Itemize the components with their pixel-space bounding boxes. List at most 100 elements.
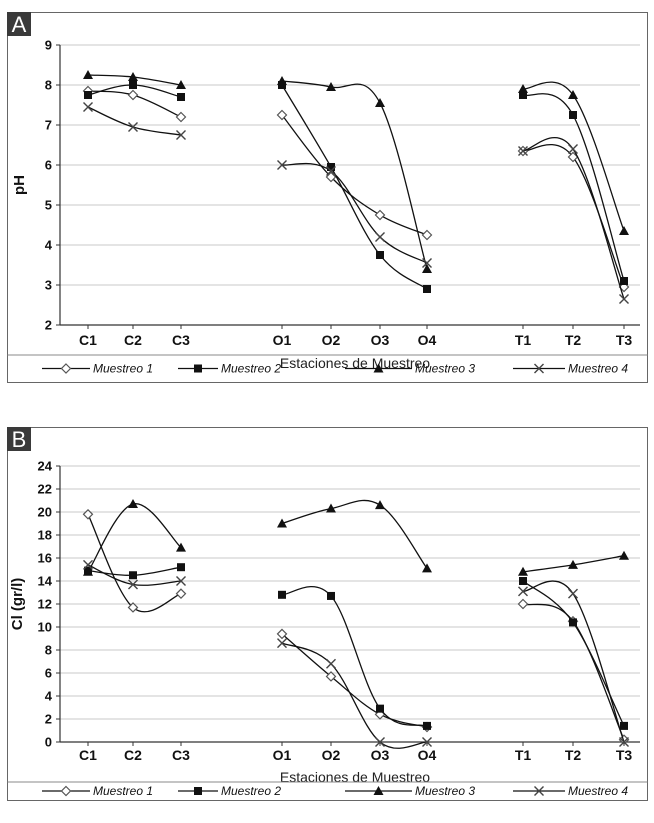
panel-b-data-point [422,563,432,573]
panel-b-data-point [619,550,629,560]
panel-b-data-point [127,602,139,613]
panel-a-data-point [619,226,629,235]
panel-b-badge-label: B [12,427,27,452]
panel-a-series-line [522,136,625,300]
panel-a-xtick-label: O1 [273,332,292,348]
panel-a-legend-item-2: Muestreo 2 [178,362,281,376]
panel-b-legend-marker [373,786,384,795]
panel-b-xtick-label: C1 [79,747,97,763]
panel-a-legend-label: Muestreo 1 [93,362,153,376]
panel-b-data-point [176,576,186,586]
panel-a-data-point [176,130,186,140]
panel-a-ytick-label: 6 [45,158,52,173]
panel-b-data-point [128,579,138,590]
panel-a-legend-marker [194,364,202,373]
panel-b-data-point [326,658,336,669]
panel-a-data-point [421,229,433,241]
panel-b-legend-marker [194,787,202,795]
panel-b-legend-item-1: Muestreo 1 [42,784,153,798]
panel-b-series-4 [83,559,629,749]
panel-a-series-line [522,144,625,288]
panel-b-data-point [83,559,93,570]
panel-a-data-point [376,251,384,259]
panel-a-data-point [569,111,577,119]
panel-a-series-line [281,84,428,290]
panel-a-legend-marker [60,363,72,374]
panel-b-series-3 [83,498,629,576]
panel-b-xtick-label: T2 [565,747,582,763]
panel-a-data-point [277,160,287,170]
panel-b-legend-label: Muestreo 1 [93,784,153,798]
panel-a-legend-item-3: Muestreo 3 [345,362,475,376]
panel-a-legend-marker [373,363,384,373]
panel-b-ytick-label: 22 [38,482,52,497]
panel-a-data-point [518,84,528,93]
panel-a-xtick-label: T2 [565,332,582,348]
panel-a-xtick-label: T3 [616,332,633,348]
panel-a-y-axis-title: pH [11,175,28,195]
panel-b-xtick-label: O3 [371,747,390,763]
panel-b-series-line [281,499,428,569]
panel-a-data-point [374,209,386,221]
panel-b-series-line [281,585,428,727]
panel-a-series-3 [83,70,629,273]
panel-a-legend-item-4: Muestreo 4 [513,362,628,376]
panel-a-xtick-label: T1 [515,332,532,348]
panel-b-data-point [276,628,288,640]
panel-a-x-axis-title: Estaciones de Muestreo [280,355,430,371]
panel-b-legend-item-2: Muestreo 2 [178,784,281,798]
panel-b-xtick-label: T3 [616,747,633,763]
panel-a-ytick-label: 8 [45,78,52,93]
panel-a-series-line [281,80,428,270]
panel-a-badge: A [7,12,31,37]
panel-a-xtick-label: O2 [322,332,341,348]
panel-b-xtick-label: O1 [273,747,292,763]
panel-b-data-point [83,566,93,576]
panel-a: A 2 3 4 5 6 7 8 9 C1 C2 C3 O1 O2 O3 O4 T1 T2 T3 Estaciones … [7,12,648,383]
panel-b-data-point [82,508,94,520]
panel-b-ytick-label: 2 [45,712,52,727]
panel-a-series-1 [82,85,630,293]
panel-a-data-point [175,111,187,123]
panel-b-xtick-label: O2 [322,747,341,763]
panel-b-data-point [422,737,432,747]
panel-b-data-point [518,566,528,576]
panel-a-data-point [277,76,287,85]
panel-a-data-point [422,258,432,268]
panel-a-ytick-label: 9 [45,38,52,53]
panel-b-ytick-label: 4 [45,689,53,704]
panel-b-legend-marker [60,785,72,797]
panel-b-data-point [620,721,628,730]
panel-a-legend-item-1: Muestreo 1 [42,362,153,376]
panel-b-data-point [325,671,337,682]
panel-a-series-line [281,162,428,264]
panel-b-xtick-label: O4 [418,747,437,763]
panel-a-data-point [129,81,137,89]
panel-b-ytick-label: 18 [38,528,52,543]
panel-b-legend: Muestreo 1 Muestreo 2 Muestreo 3 Muestreo 4 [42,784,628,798]
panel-a-data-point [568,144,578,154]
panel-a-ytick-label: 4 [45,238,53,253]
panel-b-data-point [517,598,529,610]
panel-b-xtick-label: C2 [124,747,142,763]
panel-b-ytick-label: 24 [38,459,53,474]
panel-a-data-point [128,122,138,132]
panel-a-data-point [276,109,288,121]
panel-b-data-point [277,518,287,528]
panel-a-data-point [518,146,528,156]
panel-b-data-point [375,737,385,747]
panel-a-ytick-label: 2 [45,318,52,333]
panel-b-ytick-label: 16 [38,551,52,566]
panel-b-ytick-label: 20 [38,505,52,520]
panel-b-ytick-label: 8 [45,643,52,658]
panel-a-series-line [281,114,428,236]
panel-b-data-point [519,577,527,585]
panel-b-data-point [518,586,528,597]
panel-a-data-point [326,166,336,176]
panel-b-data-point [177,563,185,572]
panel-b-legend-marker [534,786,544,796]
panel-a-data-point [177,93,185,101]
panel-a-data-point [375,98,385,107]
